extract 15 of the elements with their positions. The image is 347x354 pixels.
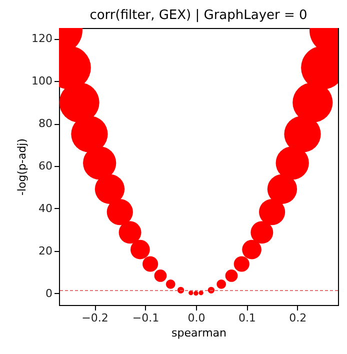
y-tick-label: 120 bbox=[32, 32, 52, 46]
y-tick-label: 100 bbox=[32, 74, 52, 88]
x-tick-label: 0.1 bbox=[238, 312, 256, 324]
y-tick-label: 60 bbox=[38, 159, 52, 172]
x-tick-label: 0.2 bbox=[289, 312, 307, 324]
chart-title: corr(filter, GEX) | GraphLayer = 0 bbox=[90, 8, 308, 23]
y-tick-label: 80 bbox=[38, 117, 52, 130]
y-axis-title: -log(p-adj) bbox=[16, 138, 29, 196]
x-tick-label: −0.2 bbox=[82, 312, 108, 324]
x-tick-label: 0.0 bbox=[188, 312, 206, 324]
x-axis-title: spearman bbox=[172, 326, 227, 340]
y-tick-label: 40 bbox=[38, 202, 52, 215]
y-tick-label: 0 bbox=[46, 286, 52, 300]
x-tick-label: −0.1 bbox=[132, 312, 160, 324]
y-tick-label: 20 bbox=[38, 244, 52, 258]
